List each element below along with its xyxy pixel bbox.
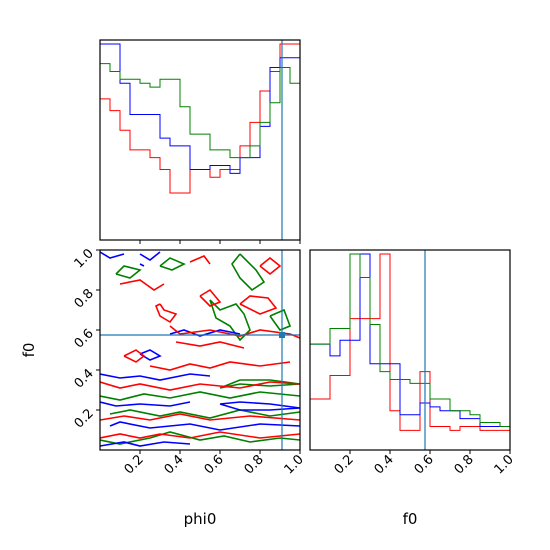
hist-f0-x-tick-label: 0.6 xyxy=(412,452,437,477)
contour-line-green xyxy=(115,265,142,279)
contour-line-green xyxy=(269,308,292,331)
contour-line-red xyxy=(119,279,165,291)
contour-line-green xyxy=(109,409,300,419)
contour-line-red xyxy=(169,325,300,339)
contour-truth-marker xyxy=(279,332,285,338)
hist-phi0-frame xyxy=(99,39,301,241)
contour-y-tick-label: 0.2 xyxy=(72,406,97,431)
hist-phi0-series-green xyxy=(100,63,300,159)
hist-phi0-series-blue xyxy=(100,43,300,174)
contour-line-blue xyxy=(219,401,300,411)
contour-line-blue xyxy=(139,263,145,267)
contour-line-blue xyxy=(109,421,300,431)
hist-f0-series xyxy=(310,253,510,431)
contour-line-red xyxy=(189,255,211,265)
x-axis-label-phi0: phi0 xyxy=(184,510,217,528)
contour-line-blue xyxy=(169,329,241,337)
hist-f0-series-blue xyxy=(310,253,510,427)
contour-line-blue xyxy=(100,373,211,381)
hist-f0-x-tick-label: 0.2 xyxy=(332,452,357,477)
contour-line-green xyxy=(219,379,300,389)
x-axis-label-f0: f0 xyxy=(403,510,418,528)
contour-panel: 0.2 0.4 0.6 0.8 1.0 0.2 0.4 0.6 0.8 1.0 xyxy=(72,246,307,477)
contour-line-green xyxy=(100,431,300,445)
contour-line-blue xyxy=(100,251,125,259)
contour-line-green xyxy=(231,253,266,292)
contour-line-red xyxy=(100,431,300,439)
hist-f0-panel: 0.2 0.4 0.6 0.8 1.0 xyxy=(309,249,517,477)
contour-line-blue xyxy=(100,401,191,407)
contour-series xyxy=(100,251,300,447)
hist-phi0-panel xyxy=(99,39,301,244)
contour-line-green xyxy=(159,257,186,271)
contour-line-blue xyxy=(100,441,191,447)
contour-line-red xyxy=(100,381,300,391)
contour-y-tick-label: 0.4 xyxy=(72,366,97,391)
contour-line-green xyxy=(209,299,251,342)
y-axis-label-f0: f0 xyxy=(20,343,38,358)
contour-y-tick-label: 0.8 xyxy=(72,286,97,311)
hist-phi0-series xyxy=(100,43,300,194)
hist-f0-series-green xyxy=(310,253,510,427)
contour-y-ticks: 0.2 0.4 0.6 0.8 1.0 xyxy=(72,246,100,431)
contour-line-red xyxy=(239,295,278,315)
hist-f0-x-tick-label: 1.0 xyxy=(492,452,517,477)
contour-line-red xyxy=(154,303,178,324)
contour-line-blue xyxy=(139,251,161,261)
contour-line-red xyxy=(149,361,291,371)
contour-line-blue xyxy=(139,349,162,361)
contour-x-tick-label: 1.0 xyxy=(282,452,307,477)
hist-f0-x-tick-label: 0.8 xyxy=(452,452,477,477)
contour-x-tick-label: 0.2 xyxy=(122,452,147,477)
contour-line-red xyxy=(100,413,300,421)
contour-line-red xyxy=(175,341,245,349)
contour-x-ticks: 0.2 0.4 0.6 0.8 1.0 xyxy=(122,450,307,477)
hist-phi0-ticks xyxy=(139,240,301,244)
contour-x-tick-label: 0.8 xyxy=(242,452,267,477)
contour-line-red xyxy=(259,256,282,276)
contour-line-red xyxy=(199,288,222,307)
hist-f0-series-red xyxy=(310,253,510,431)
contour-x-tick-label: 0.4 xyxy=(162,452,187,477)
contour-line-red xyxy=(123,349,146,363)
contour-line-green xyxy=(100,391,300,401)
hist-f0-x-tick-label: 0.4 xyxy=(372,452,397,477)
contour-x-tick-label: 0.6 xyxy=(202,452,227,477)
contour-frame xyxy=(99,249,301,451)
hist-f0-frame xyxy=(309,249,511,451)
contour-y-tick-label: 1.0 xyxy=(72,246,97,271)
hist-f0-x-ticks: 0.2 0.4 0.6 0.8 1.0 xyxy=(332,450,517,477)
contour-y-tick-label: 0.6 xyxy=(72,326,97,351)
